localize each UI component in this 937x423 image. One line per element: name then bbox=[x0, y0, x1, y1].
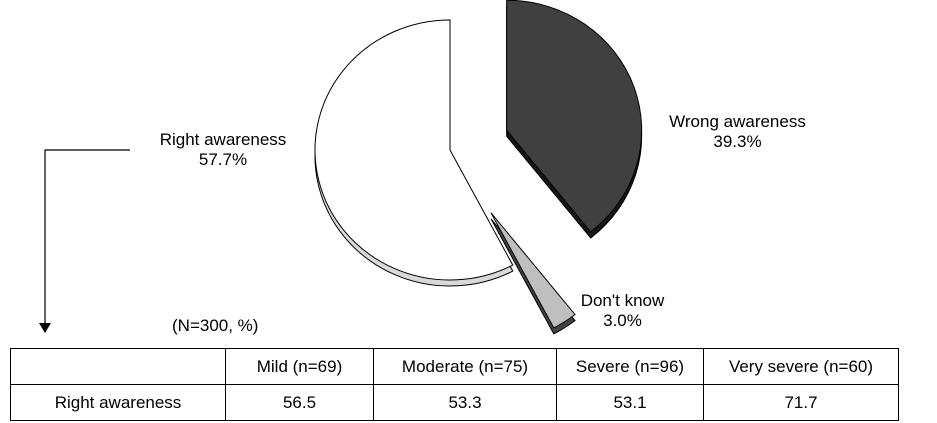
slice-wrong-awareness bbox=[506, 0, 643, 233]
col-header: Moderate (n=75) bbox=[373, 348, 557, 385]
table-cell: 71.7 bbox=[703, 384, 899, 421]
slice-right-awareness bbox=[314, 19, 514, 281]
slice-value-wrong: 39.3% bbox=[713, 132, 762, 151]
slice-value-right: 57.7% bbox=[198, 150, 248, 169]
leader-line bbox=[44, 149, 130, 325]
slice-name-dontknow: Don't know bbox=[580, 291, 665, 310]
col-header: Severe (n=96) bbox=[556, 348, 704, 385]
severity-table: Mild (n=69) Moderate (n=75) Severe (n=96… bbox=[10, 348, 899, 421]
slice-name-right: Right awareness bbox=[159, 130, 287, 149]
table-cell: 53.1 bbox=[556, 384, 704, 421]
table-corner-cell bbox=[10, 348, 226, 385]
table-row: Right awareness 56.5 53.3 53.1 71.7 bbox=[10, 384, 899, 421]
table-cell: 56.5 bbox=[225, 384, 374, 421]
col-header: Mild (n=69) bbox=[225, 348, 374, 385]
table-header-row: Mild (n=69) Moderate (n=75) Severe (n=96… bbox=[10, 348, 899, 385]
row-label: Right awareness bbox=[10, 384, 226, 421]
slice-label-right: Right awareness 57.7% bbox=[138, 130, 308, 170]
slice-label-wrong: Wrong awareness 39.3% bbox=[650, 112, 825, 152]
table-cell: 53.3 bbox=[373, 384, 557, 421]
arrowhead bbox=[39, 323, 51, 333]
col-header: Very severe (n=60) bbox=[703, 348, 899, 385]
slice-name-wrong: Wrong awareness bbox=[669, 112, 806, 131]
sample-note: (N=300, %) bbox=[172, 316, 259, 335]
slice-dont-know bbox=[490, 212, 576, 329]
slice-label-dontknow: Don't know 3.0% bbox=[560, 291, 685, 331]
pie-chart bbox=[39, 0, 643, 335]
slice-value-dontknow: 3.0% bbox=[603, 311, 642, 330]
